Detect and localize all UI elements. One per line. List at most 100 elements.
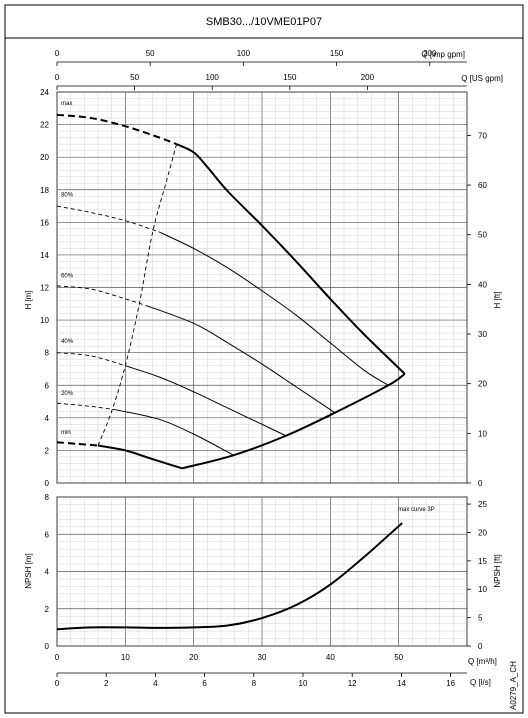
top-axis-imp-label: Q [imp gpm] xyxy=(421,50,465,59)
npsh-ytick-right: 0 xyxy=(478,642,483,651)
head-ytick: 20 xyxy=(40,153,49,162)
bottom-m3h-tick: 40 xyxy=(326,653,335,662)
curve-label-60pct: 60% xyxy=(61,274,74,280)
head-ytick-right: 0 xyxy=(478,479,483,488)
head-grid xyxy=(56,91,468,484)
top-us-tick: 0 xyxy=(55,73,60,82)
chart-title: SMB30.../10VME01P07 xyxy=(206,16,322,28)
npsh-ytick: 8 xyxy=(45,493,50,502)
head-ytick: 12 xyxy=(40,284,49,293)
npsh-annotation: max curve 3P xyxy=(398,507,435,513)
top-axes: Q [imp gpm] Q [US gpm] 0 50 100 150 200 0 50 10… xyxy=(55,49,503,90)
bottom-ls-tick: 12 xyxy=(348,679,357,688)
npsh-ytick-right: 10 xyxy=(478,585,487,594)
bottom-axis-m3h-label: Q [m³/h] xyxy=(468,657,497,666)
head-curves: max 80% 60% 40% 20% min xyxy=(56,101,406,470)
bottom-ls-tick: 8 xyxy=(252,679,257,688)
top-us-tick: 100 xyxy=(206,73,220,82)
bottom-ls-tick: 6 xyxy=(202,679,207,688)
head-ytick: 14 xyxy=(40,251,49,260)
top-imp-tick: 50 xyxy=(146,49,155,58)
side-code: A0279_A_CH xyxy=(509,661,518,710)
npsh-ticks: 0 2 4 6 8 0 5 10 15 20 25 xyxy=(45,493,488,651)
npsh-ytick-right: 25 xyxy=(478,500,487,509)
npsh-ylabel: NPSH [m] xyxy=(24,553,33,589)
npsh-ytick-right: 15 xyxy=(478,557,487,566)
curve-label-40pct: 40% xyxy=(61,339,74,345)
npsh-series xyxy=(56,522,403,631)
npsh-ytick-right: 20 xyxy=(478,528,487,537)
bottom-m3h-tick: 50 xyxy=(394,653,403,662)
bottom-m3h-tick: 30 xyxy=(258,653,267,662)
bottom-m3h-tick: 0 xyxy=(55,653,60,662)
npsh-ytick-right: 5 xyxy=(478,614,483,623)
bottom-axis-ls-label: Q [l/s] xyxy=(470,678,491,687)
npsh-ylabel-right: NPSH [ft] xyxy=(493,554,502,587)
top-us-tick: 200 xyxy=(361,73,375,82)
curve-40pct-dashed xyxy=(56,352,126,367)
top-imp-tick: 150 xyxy=(330,49,344,58)
top-imp-tick: 100 xyxy=(237,49,251,58)
curve-60pct xyxy=(145,304,336,414)
bottom-ls-tick: 0 xyxy=(55,679,60,688)
curve-min xyxy=(97,444,183,470)
top-us-tick: 150 xyxy=(283,73,297,82)
head-ylabel-right: H [ft] xyxy=(493,292,502,309)
curve-max xyxy=(176,143,406,375)
npsh-ytick: 4 xyxy=(45,568,50,577)
curve-label-20pct: 20% xyxy=(61,391,74,397)
curve-20pct-dashed xyxy=(56,402,116,411)
curve-envelope xyxy=(181,373,406,470)
top-imp-tick: 200 xyxy=(423,49,437,58)
head-ytick: 10 xyxy=(40,316,49,325)
curve-80pct-dashed xyxy=(56,205,160,233)
bottom-ls-tick: 14 xyxy=(397,679,406,688)
curve-60pct-dashed xyxy=(56,285,146,306)
head-ytick: 4 xyxy=(45,414,50,423)
curve-min-dashed xyxy=(56,441,99,447)
head-ytick: 16 xyxy=(40,218,49,227)
bottom-ls-tick: 4 xyxy=(153,679,158,688)
curve-80pct xyxy=(159,231,389,386)
head-ytick-right: 30 xyxy=(478,330,487,339)
head-ytick: 24 xyxy=(40,88,49,97)
head-ytick: 0 xyxy=(45,479,50,488)
top-axis-us-label: Q [US gpm] xyxy=(461,74,503,83)
top-us-tick: 50 xyxy=(130,73,139,82)
curve-20pct xyxy=(114,409,234,456)
bottom-m3h-tick: 20 xyxy=(189,653,198,662)
head-ytick: 2 xyxy=(45,446,50,455)
head-ytick-right: 40 xyxy=(478,280,487,289)
npsh-grid xyxy=(56,496,468,647)
head-ytick-right: 50 xyxy=(478,231,487,240)
npsh-curves xyxy=(56,522,403,631)
head-ytick-right: 60 xyxy=(478,181,487,190)
curve-max-dashed xyxy=(56,113,177,146)
head-ytick: 22 xyxy=(40,121,49,130)
curve-label-min: min xyxy=(61,430,71,436)
head-ylabel: H [m] xyxy=(24,290,33,309)
outer-frame xyxy=(4,4,524,714)
head-ytick: 8 xyxy=(45,349,50,358)
head-ytick-right: 20 xyxy=(478,380,487,389)
bottom-axes: Q [m³/h] Q [l/s] 0 10 20 30 40 50 0 2 4 6 8 10 12 14 1… xyxy=(55,653,497,688)
npsh-plot: 0 2 4 6 8 0 5 10 15 20 25 NPSH [m] NPSH [ft] max c… xyxy=(24,493,502,651)
npsh-ytick: 6 xyxy=(45,530,50,539)
curve-40pct xyxy=(125,365,287,437)
bottom-ls-tick: 10 xyxy=(299,679,308,688)
npsh-ytick: 0 xyxy=(45,642,50,651)
head-ytick: 6 xyxy=(45,381,50,390)
head-ytick-right: 70 xyxy=(478,131,487,140)
top-imp-tick: 0 xyxy=(55,49,60,58)
curve-label-max: max xyxy=(61,101,72,107)
head-ytick: 18 xyxy=(40,186,49,195)
bottom-ls-tick: 16 xyxy=(446,679,455,688)
head-ytick-right: 10 xyxy=(478,429,487,438)
npsh-ytick: 2 xyxy=(45,605,50,614)
bottom-ls-tick: 2 xyxy=(104,679,109,688)
bottom-m3h-tick: 10 xyxy=(121,653,130,662)
curve-label-80pct: 80% xyxy=(61,192,74,198)
